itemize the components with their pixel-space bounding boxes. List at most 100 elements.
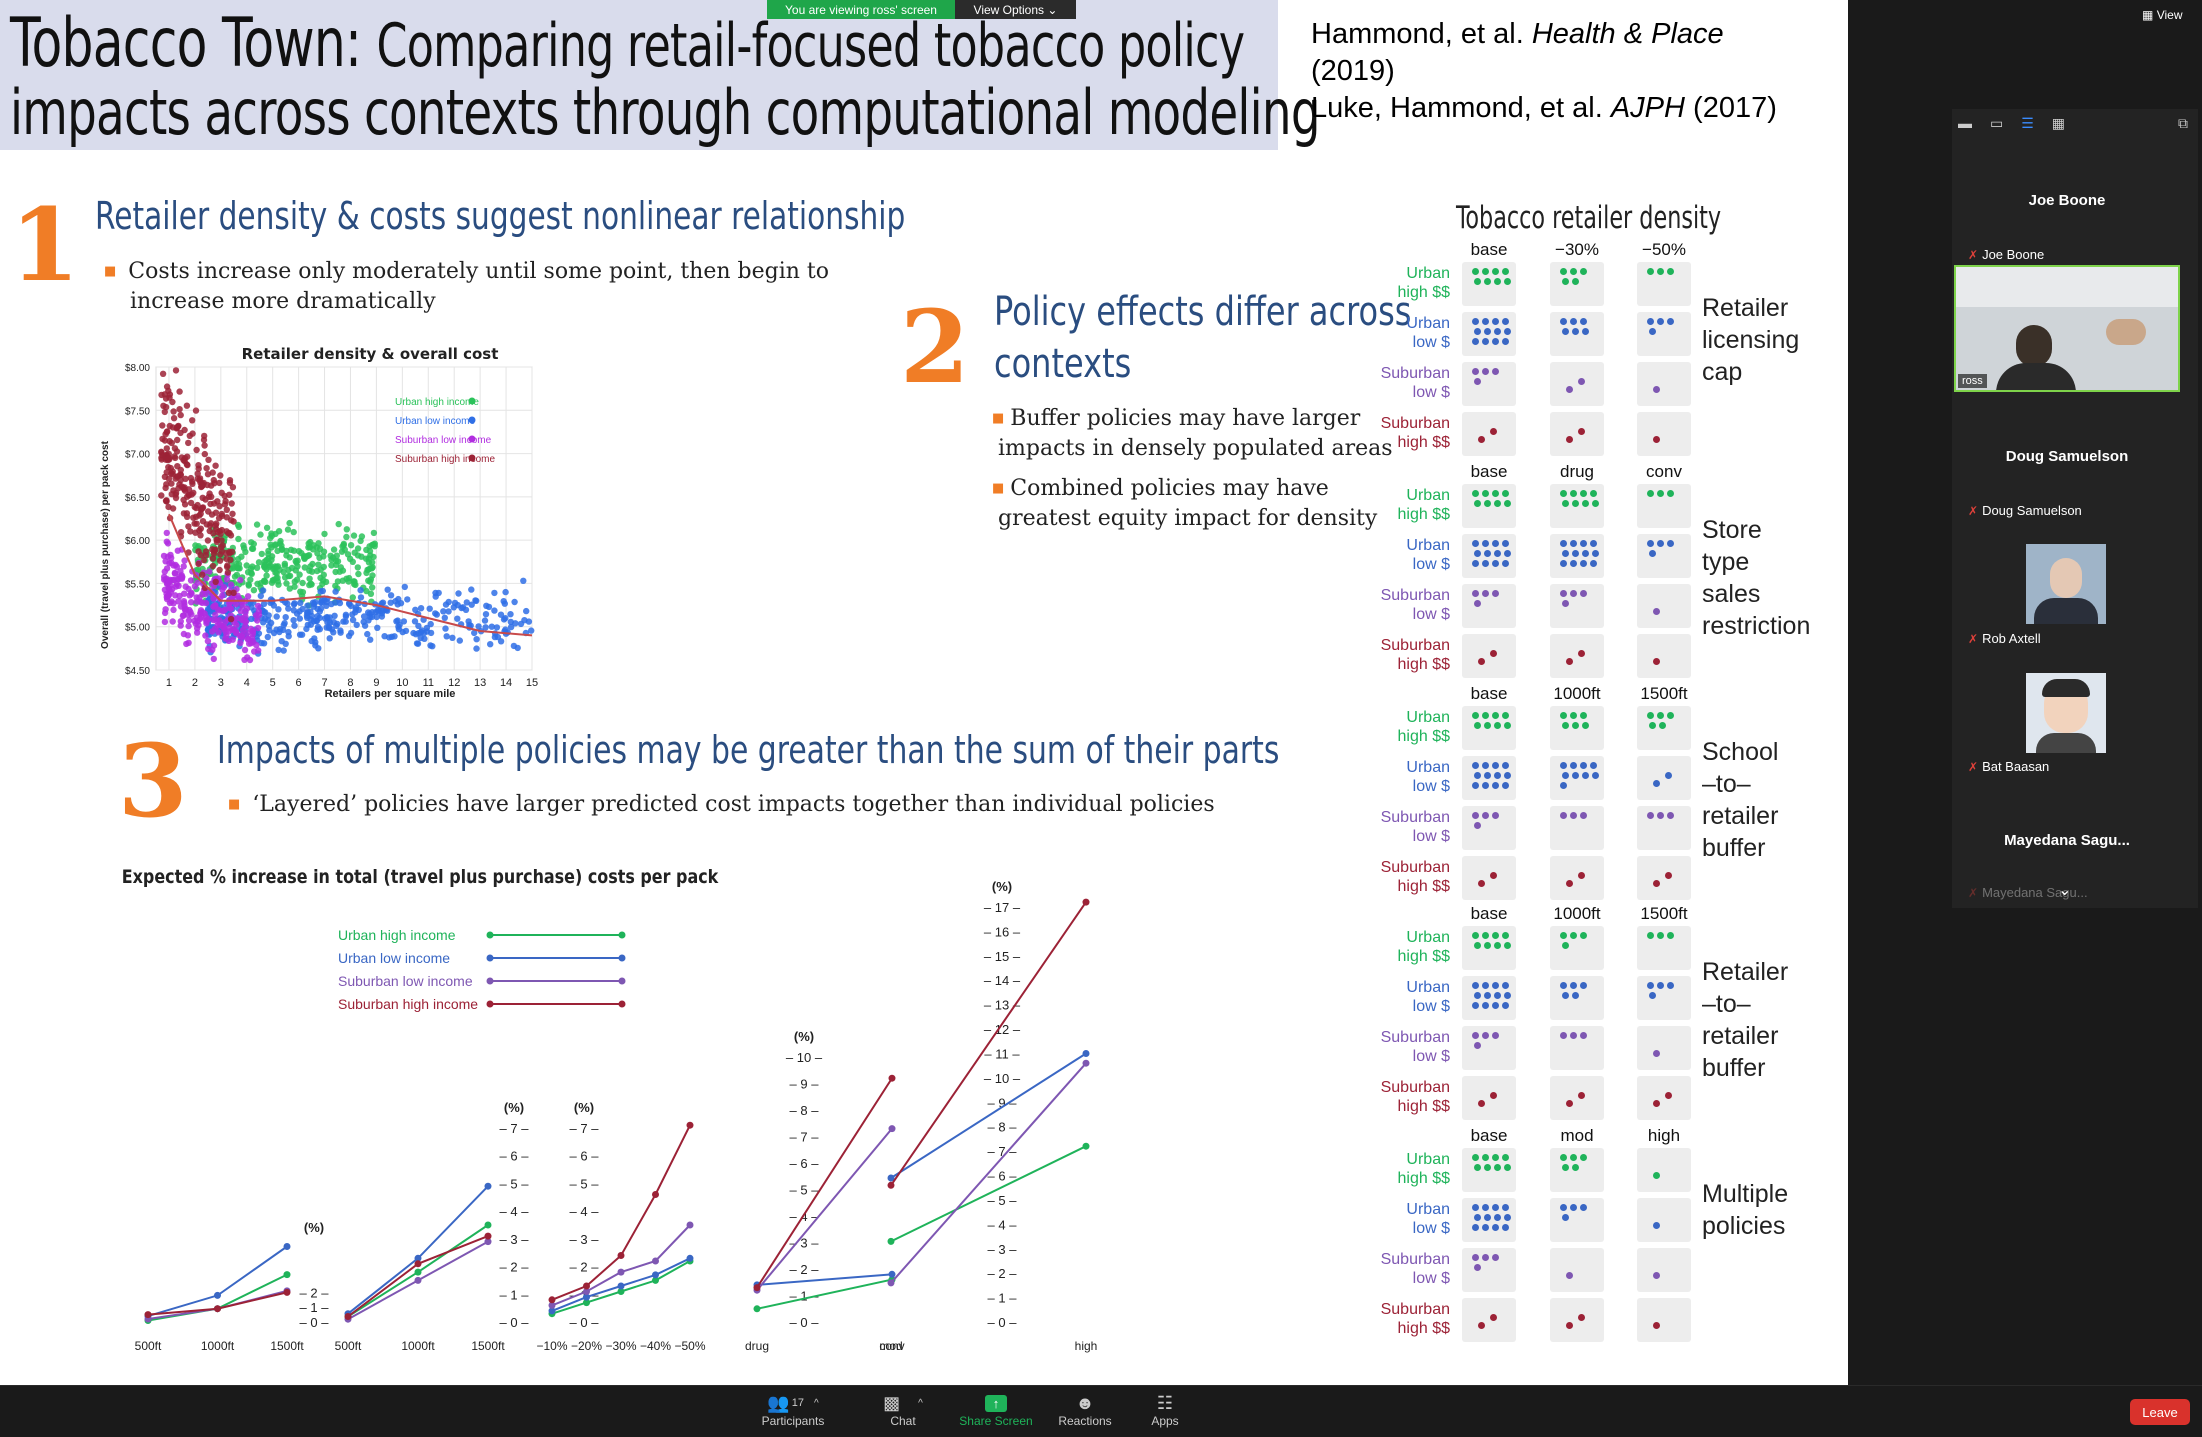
scatter-point bbox=[248, 570, 255, 578]
retailer-dot bbox=[1570, 540, 1577, 547]
retailer-dot bbox=[1562, 1164, 1569, 1171]
popout-icon[interactable]: ⧉ bbox=[2178, 115, 2188, 131]
x-tick-label: drug bbox=[745, 1339, 769, 1353]
bullet-square-icon: ■ bbox=[992, 481, 1005, 496]
scatter-point bbox=[243, 605, 251, 612]
retailer-dot bbox=[1580, 540, 1587, 547]
y-tick-label: – 3 – bbox=[988, 1242, 1018, 1257]
retailer-dot bbox=[1592, 772, 1599, 779]
retailer-dot bbox=[1560, 932, 1567, 939]
retailer-dot bbox=[1492, 1224, 1499, 1231]
participants-button[interactable]: 👥 17 ^ Participants bbox=[748, 1392, 838, 1429]
scatter-point bbox=[426, 605, 433, 612]
view-options-button[interactable]: View Options ⌄ bbox=[955, 0, 1076, 19]
gallery-view-icon[interactable]: ▦ bbox=[2051, 115, 2066, 131]
retailer-dot bbox=[1492, 368, 1499, 375]
density-tile bbox=[1462, 1148, 1516, 1192]
scatter-point bbox=[237, 639, 244, 646]
citation-year: (2017) bbox=[1693, 92, 1777, 124]
scatter-point bbox=[217, 530, 224, 538]
retailer-dot bbox=[1560, 318, 1567, 325]
retailer-dot bbox=[1484, 328, 1491, 335]
series-line bbox=[756, 1278, 893, 1310]
scatter-point bbox=[500, 616, 508, 623]
row-label-line: high $$ bbox=[1397, 1170, 1451, 1187]
scatter-point bbox=[316, 614, 323, 621]
y-tick-label: – 0 – bbox=[300, 1315, 330, 1330]
retailer-dot bbox=[1482, 1032, 1489, 1039]
scatter-point bbox=[290, 528, 297, 536]
scatter-point bbox=[201, 442, 208, 449]
heading-line: contexts bbox=[994, 341, 1132, 387]
scatter-point bbox=[249, 545, 257, 552]
active-speaker-video[interactable]: ross bbox=[1954, 265, 2180, 392]
density-tile bbox=[1550, 1248, 1604, 1292]
scatter-point bbox=[367, 636, 374, 643]
person-head bbox=[2016, 325, 2052, 367]
caret-up-icon[interactable]: ^ bbox=[813, 1397, 819, 1409]
scatter-point bbox=[223, 514, 230, 521]
row-label-line: Urban bbox=[1406, 537, 1450, 554]
x-tick-label: −30% bbox=[605, 1339, 636, 1353]
reactions-button[interactable]: ☻ Reactions bbox=[1040, 1392, 1130, 1429]
retailer-dot bbox=[1667, 268, 1674, 275]
column-header: high bbox=[1647, 1126, 1681, 1145]
thumbnail-icon[interactable]: ▭ bbox=[1990, 115, 2004, 131]
retailer-dot bbox=[1484, 722, 1491, 729]
scatter-point bbox=[244, 635, 251, 643]
scatter-point bbox=[163, 469, 170, 476]
apps-button[interactable]: ☷ Apps bbox=[1120, 1392, 1210, 1429]
retailer-dot bbox=[1578, 378, 1585, 385]
scatter-point bbox=[184, 611, 192, 618]
legend-label: Suburban low income bbox=[395, 435, 492, 446]
row-label-line: high $$ bbox=[1397, 284, 1451, 301]
view-menu[interactable]: ▦ View bbox=[2142, 8, 2182, 22]
row-label-line: high $$ bbox=[1397, 728, 1451, 745]
scatter-point bbox=[441, 614, 448, 621]
y-tick-label: – 4 – bbox=[988, 1217, 1018, 1232]
retailer-dot bbox=[1472, 318, 1479, 325]
x-tick-label: 6 bbox=[296, 677, 302, 689]
series-line bbox=[347, 1235, 489, 1318]
density-tile bbox=[1550, 634, 1604, 678]
policy-label-line: retailer bbox=[1702, 802, 1779, 830]
reactions-label: Reactions bbox=[1058, 1414, 1112, 1428]
retailer-dot bbox=[1504, 722, 1511, 729]
chat-button[interactable]: ▩ ^ Chat bbox=[858, 1392, 948, 1429]
caret-up-icon[interactable]: ^ bbox=[918, 1397, 923, 1409]
retailer-dot bbox=[1562, 328, 1569, 335]
legend-marker bbox=[618, 954, 626, 962]
scatter-point bbox=[231, 573, 239, 580]
scatter-point bbox=[468, 601, 475, 608]
retailer-dot bbox=[1474, 1164, 1481, 1171]
scroll-down-chevron-icon[interactable]: ⌄ bbox=[2058, 882, 2072, 899]
scatter-point bbox=[497, 611, 505, 618]
retailer-dot bbox=[1667, 932, 1674, 939]
y-tick-label: – 4 – bbox=[790, 1209, 820, 1224]
scatter-x-ticks: 1 2 3 4 5 6 7 8 9 10 11 12 13 14 15 bbox=[166, 677, 538, 689]
scatter-point bbox=[213, 536, 220, 543]
speaker-view-icon[interactable]: ☰ bbox=[2021, 115, 2034, 131]
scatter-point bbox=[247, 576, 254, 583]
scatter-point bbox=[169, 424, 177, 431]
row-label-line: Suburban bbox=[1380, 1079, 1450, 1096]
x-tick-label: 1 bbox=[166, 677, 172, 689]
x-tick-label: 500ft bbox=[135, 1339, 162, 1353]
leave-button[interactable]: Leave bbox=[2130, 1399, 2190, 1425]
scatter-point bbox=[308, 637, 315, 645]
legend-marker bbox=[468, 435, 476, 443]
retailer-dot bbox=[1494, 992, 1501, 999]
scatter-point bbox=[251, 648, 258, 655]
scatter-point bbox=[330, 546, 338, 553]
scatter-point bbox=[180, 563, 187, 570]
scatter-point bbox=[291, 578, 298, 585]
scatter-point bbox=[360, 618, 367, 626]
minimize-icon[interactable]: ▬ bbox=[1958, 115, 1972, 131]
share-screen-button[interactable]: ↑ Share Screen bbox=[951, 1392, 1041, 1428]
row-label-line: Urban bbox=[1406, 265, 1450, 282]
retailer-dot bbox=[1582, 722, 1589, 729]
scatter-point bbox=[414, 640, 422, 647]
series-point bbox=[887, 1279, 895, 1287]
scatter-point bbox=[510, 642, 518, 650]
scatter-point bbox=[440, 608, 447, 615]
